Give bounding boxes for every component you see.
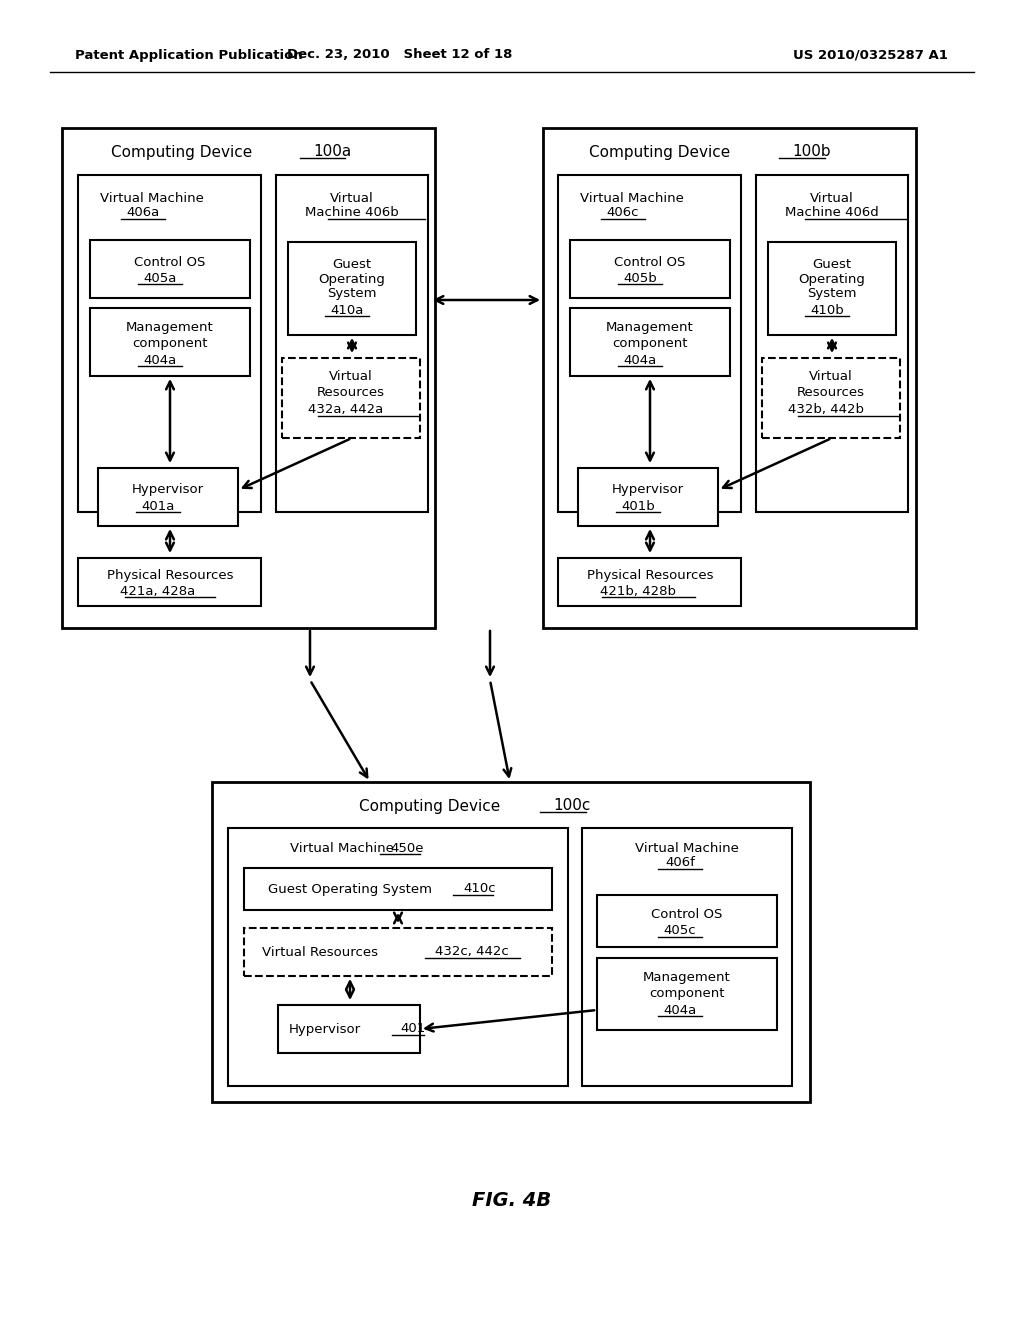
Text: Dec. 23, 2010   Sheet 12 of 18: Dec. 23, 2010 Sheet 12 of 18 bbox=[288, 49, 513, 62]
Bar bbox=[212, 781, 810, 1102]
Text: 421b, 428b: 421b, 428b bbox=[600, 585, 676, 598]
Text: Virtual Resources: Virtual Resources bbox=[262, 945, 378, 958]
Text: Computing Device: Computing Device bbox=[359, 799, 501, 813]
Text: 100a: 100a bbox=[313, 144, 351, 160]
Text: 410c: 410c bbox=[463, 883, 496, 895]
Text: Management: Management bbox=[606, 322, 694, 334]
Text: Management: Management bbox=[643, 972, 731, 985]
Text: 410a: 410a bbox=[331, 304, 364, 317]
Bar bbox=[768, 242, 896, 335]
Bar bbox=[276, 176, 428, 512]
Bar bbox=[288, 242, 416, 335]
Text: 404a: 404a bbox=[624, 354, 656, 367]
Text: Control OS: Control OS bbox=[134, 256, 206, 268]
Bar bbox=[90, 240, 250, 298]
Text: Virtual: Virtual bbox=[810, 191, 854, 205]
Text: Virtual Machine: Virtual Machine bbox=[100, 191, 204, 205]
Text: 406f: 406f bbox=[665, 857, 695, 870]
Text: Computing Device: Computing Device bbox=[112, 144, 253, 160]
Text: 100b: 100b bbox=[792, 144, 830, 160]
Text: Resources: Resources bbox=[317, 385, 385, 399]
Bar bbox=[244, 869, 552, 909]
Text: System: System bbox=[328, 288, 377, 301]
Text: Machine 406b: Machine 406b bbox=[305, 206, 399, 219]
Text: Virtual: Virtual bbox=[809, 371, 853, 384]
Text: 404a: 404a bbox=[143, 354, 176, 367]
Bar bbox=[90, 308, 250, 376]
Text: Guest: Guest bbox=[333, 257, 372, 271]
Text: 406c: 406c bbox=[607, 206, 639, 219]
Text: Virtual Machine: Virtual Machine bbox=[635, 842, 739, 854]
Text: Patent Application Publication: Patent Application Publication bbox=[75, 49, 303, 62]
Text: 401b: 401b bbox=[622, 499, 655, 512]
Text: Hypervisor: Hypervisor bbox=[132, 483, 204, 496]
Text: 401a: 401a bbox=[141, 499, 175, 512]
Text: component: component bbox=[649, 986, 725, 999]
Bar bbox=[570, 308, 730, 376]
Text: 404a: 404a bbox=[664, 1003, 696, 1016]
Text: Computing Device: Computing Device bbox=[590, 144, 731, 160]
Text: Operating: Operating bbox=[318, 272, 385, 285]
Text: 406a: 406a bbox=[126, 206, 160, 219]
Text: Control OS: Control OS bbox=[651, 908, 723, 921]
Text: Management: Management bbox=[126, 322, 214, 334]
Text: Physical Resources: Physical Resources bbox=[587, 569, 714, 582]
Text: component: component bbox=[132, 337, 208, 350]
Bar bbox=[762, 358, 900, 438]
Text: Physical Resources: Physical Resources bbox=[106, 569, 233, 582]
Text: Virtual Machine: Virtual Machine bbox=[580, 191, 684, 205]
Bar bbox=[228, 828, 568, 1086]
Text: 405b: 405b bbox=[624, 272, 656, 285]
Bar bbox=[558, 176, 741, 512]
Bar bbox=[78, 558, 261, 606]
Text: Hypervisor: Hypervisor bbox=[289, 1023, 361, 1035]
Text: US 2010/0325287 A1: US 2010/0325287 A1 bbox=[793, 49, 947, 62]
Text: 405a: 405a bbox=[143, 272, 177, 285]
Bar bbox=[244, 928, 552, 975]
Bar bbox=[98, 469, 238, 525]
Bar bbox=[756, 176, 908, 512]
Bar bbox=[570, 240, 730, 298]
Text: Guest: Guest bbox=[812, 257, 852, 271]
Text: 450e: 450e bbox=[390, 842, 424, 854]
Text: Virtual: Virtual bbox=[329, 371, 373, 384]
Bar bbox=[597, 958, 777, 1030]
Bar bbox=[278, 1005, 420, 1053]
Text: 421a, 428a: 421a, 428a bbox=[121, 585, 196, 598]
Text: Machine 406d: Machine 406d bbox=[785, 206, 879, 219]
Text: 405c: 405c bbox=[664, 924, 696, 937]
Text: Guest Operating System: Guest Operating System bbox=[268, 883, 432, 895]
Bar bbox=[558, 558, 741, 606]
Text: Virtual Machine: Virtual Machine bbox=[290, 842, 394, 854]
Text: 432c, 442c: 432c, 442c bbox=[435, 945, 509, 958]
Text: System: System bbox=[807, 288, 857, 301]
Bar bbox=[597, 895, 777, 946]
Text: 432a, 442a: 432a, 442a bbox=[308, 404, 384, 417]
Text: Control OS: Control OS bbox=[614, 256, 686, 268]
Text: 100c: 100c bbox=[553, 799, 591, 813]
Text: Operating: Operating bbox=[799, 272, 865, 285]
Text: 432b, 442b: 432b, 442b bbox=[788, 404, 864, 417]
Bar bbox=[543, 128, 916, 628]
Bar bbox=[282, 358, 420, 438]
Bar bbox=[78, 176, 261, 512]
Text: Virtual: Virtual bbox=[330, 191, 374, 205]
Bar bbox=[62, 128, 435, 628]
Text: Resources: Resources bbox=[797, 385, 865, 399]
Text: component: component bbox=[612, 337, 688, 350]
Text: 401: 401 bbox=[400, 1023, 425, 1035]
Bar bbox=[582, 828, 792, 1086]
Text: Hypervisor: Hypervisor bbox=[612, 483, 684, 496]
Text: 410b: 410b bbox=[810, 304, 844, 317]
Text: FIG. 4B: FIG. 4B bbox=[472, 1191, 552, 1209]
Bar bbox=[578, 469, 718, 525]
